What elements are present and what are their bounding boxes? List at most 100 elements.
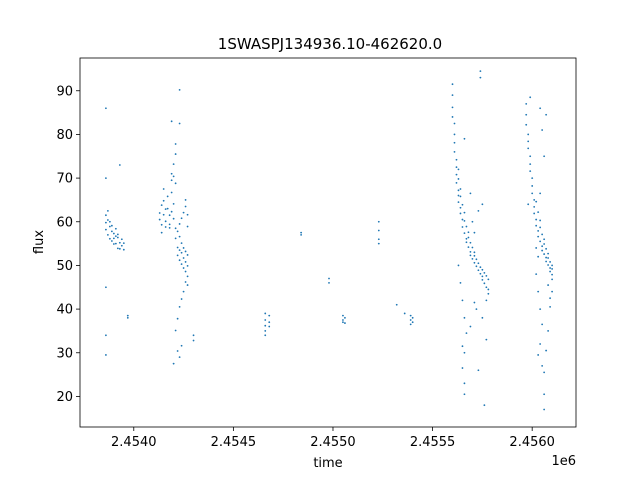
chart-title: 1SWASPJ134936.10-462620.0 [218, 35, 442, 53]
data-point [112, 232, 115, 235]
data-point [451, 83, 454, 86]
data-point [479, 76, 482, 79]
data-point [453, 133, 456, 136]
x-axis-offset-label: 1e6 [551, 454, 576, 469]
data-point [545, 247, 548, 250]
data-point [162, 199, 165, 202]
data-point [411, 321, 414, 324]
data-point [455, 166, 458, 169]
data-point [409, 314, 412, 317]
data-point [543, 155, 546, 158]
data-point [543, 408, 546, 411]
data-point [539, 226, 542, 229]
data-point [461, 345, 464, 348]
data-point [110, 230, 113, 233]
data-point [549, 267, 551, 269]
data-point [531, 185, 534, 187]
data-point [122, 248, 125, 251]
data-point [525, 123, 528, 126]
data-point [541, 129, 544, 131]
x-tick-label: 2.4540 [111, 435, 157, 450]
data-point [541, 364, 544, 367]
data-point [180, 217, 183, 220]
data-point [114, 235, 117, 238]
data-point [535, 218, 538, 221]
data-point [547, 330, 550, 332]
data-point [539, 240, 542, 243]
data-point [178, 259, 181, 262]
y-tick-label: 40 [56, 303, 73, 318]
x-tick-label: 2.4550 [310, 435, 356, 450]
data-point [108, 225, 111, 228]
data-point [178, 356, 181, 359]
data-point [537, 211, 540, 214]
data-point [192, 334, 195, 337]
data-point [268, 321, 271, 324]
data-point [459, 195, 462, 198]
data-point [409, 323, 412, 326]
data-point [485, 286, 488, 289]
data-point [172, 202, 175, 205]
data-point [106, 233, 109, 236]
data-point [463, 351, 466, 354]
data-point [483, 282, 486, 285]
data-point [403, 312, 406, 315]
data-point [463, 382, 466, 385]
data-point [268, 325, 271, 328]
data-point [411, 316, 414, 319]
data-point [551, 273, 553, 276]
data-point [114, 227, 117, 230]
data-point [461, 367, 464, 369]
data-point [549, 270, 551, 273]
data-point [105, 354, 107, 356]
data-point [176, 350, 179, 352]
data-point [176, 230, 179, 233]
data-point [186, 225, 189, 228]
data-point [176, 246, 179, 249]
data-point [525, 113, 528, 116]
data-point [529, 163, 532, 166]
data-point [174, 329, 177, 332]
data-point [453, 141, 456, 144]
data-point [451, 94, 454, 97]
data-point [118, 164, 121, 166]
data-point [178, 235, 181, 238]
data-point [168, 226, 171, 229]
data-point [481, 278, 484, 281]
data-point [170, 120, 173, 123]
data-point [547, 252, 550, 255]
data-point [471, 220, 474, 223]
data-point [160, 204, 163, 207]
data-point [539, 192, 542, 195]
data-point [180, 344, 183, 347]
data-point [174, 227, 177, 230]
data-point [467, 236, 470, 239]
data-point [166, 207, 169, 210]
data-point [186, 284, 189, 286]
data-point [533, 199, 536, 201]
data-point [264, 334, 267, 337]
data-point [551, 278, 553, 281]
data-point [164, 208, 167, 210]
data-point [182, 257, 185, 259]
data-point [477, 209, 480, 212]
data-point [463, 393, 466, 396]
data-point [547, 284, 550, 286]
data-point [479, 272, 482, 275]
y-tick-label: 60 [56, 215, 73, 230]
data-point [455, 181, 458, 184]
data-point [551, 268, 553, 270]
data-point [264, 330, 267, 332]
data-point [108, 220, 111, 223]
data-point [184, 270, 187, 273]
data-point [473, 231, 476, 234]
data-point [465, 241, 468, 244]
data-point [539, 308, 542, 310]
data-point [541, 233, 544, 236]
y-tick-label: 70 [56, 172, 73, 187]
data-point [110, 224, 113, 227]
data-point [170, 210, 173, 213]
data-point [106, 219, 109, 221]
data-point [170, 191, 173, 194]
